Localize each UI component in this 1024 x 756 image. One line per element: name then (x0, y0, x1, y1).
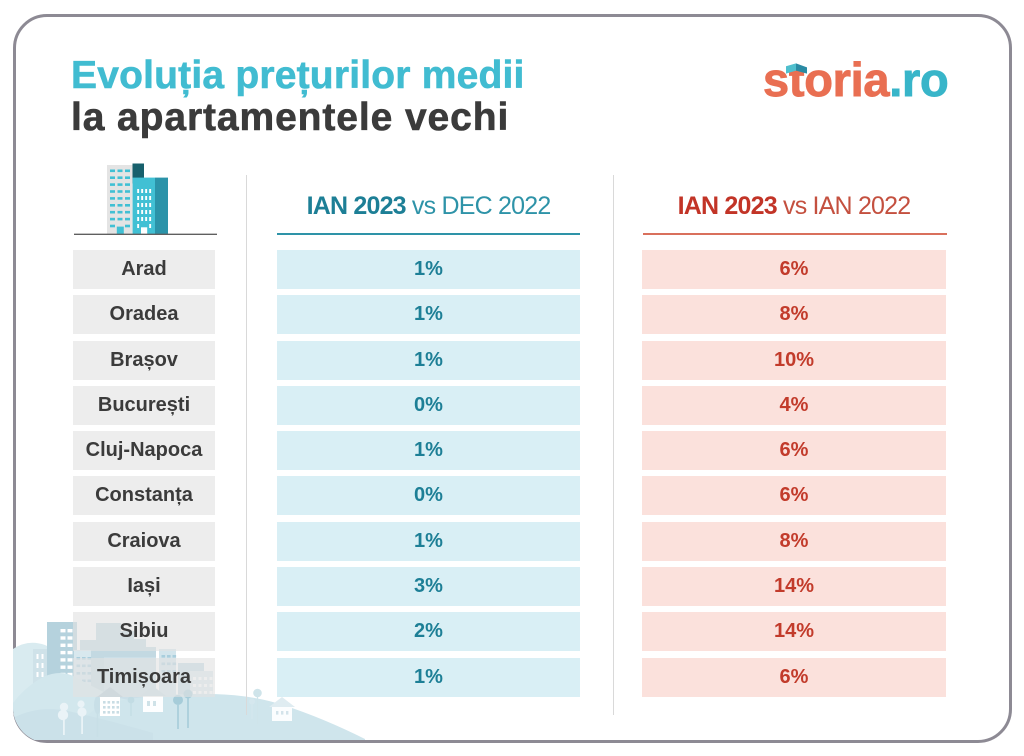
svg-text:storia.ro: storia.ro (763, 53, 948, 106)
